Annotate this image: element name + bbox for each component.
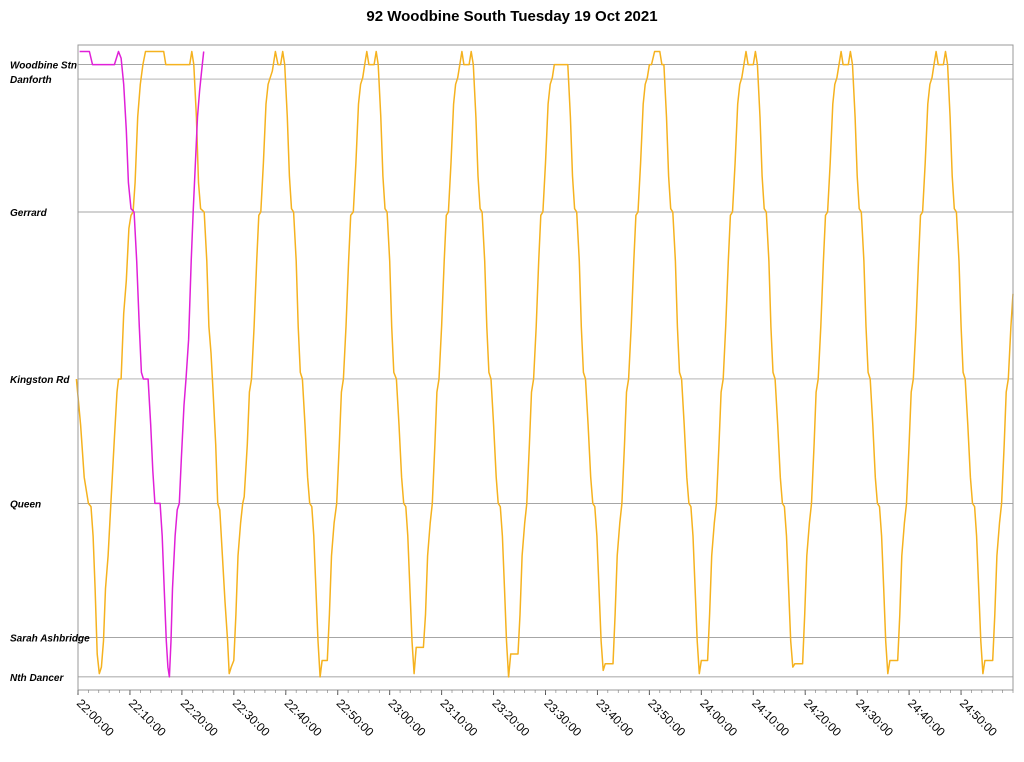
stop-label: Woodbine Stn	[10, 61, 77, 72]
grid-layer	[78, 64, 1013, 678]
stop-label: Queen	[10, 499, 41, 510]
x-tick-label: 23:40:00	[593, 696, 636, 739]
series-line-1	[79, 50, 205, 678]
x-tick-label: 24:40:00	[905, 696, 948, 739]
x-tick-label: 23:30:00	[541, 696, 584, 739]
series-layer	[75, 50, 1014, 678]
x-tick-label: 22:00:00	[74, 696, 117, 739]
x-tick-label: 22:20:00	[178, 696, 221, 739]
x-tick-label: 24:30:00	[853, 696, 896, 739]
x-tick-label: 23:00:00	[386, 696, 429, 739]
stop-label: Gerrard	[10, 208, 48, 219]
x-tick-label: 23:10:00	[437, 696, 480, 739]
axis-layer	[77, 44, 1014, 695]
chart-title: 92 Woodbine South Tuesday 19 Oct 2021	[366, 8, 658, 25]
stop-label: Sarah Ashbridge	[10, 634, 90, 645]
x-tick-label: 22:30:00	[230, 696, 273, 739]
x-tick-label: 22:40:00	[282, 696, 325, 739]
x-tick-label: 23:50:00	[645, 696, 688, 739]
plot-frame	[77, 44, 1014, 691]
series-line-0	[75, 50, 1014, 678]
x-tick-label: 24:50:00	[957, 696, 1000, 739]
x-tick-label: 23:20:00	[489, 696, 532, 739]
stop-label: Nth Dancer	[10, 673, 64, 684]
x-tick-label: 22:10:00	[126, 696, 169, 739]
x-tick-label: 24:10:00	[749, 696, 792, 739]
x-tick-label: 22:50:00	[334, 696, 377, 739]
x-tick-label: 24:00:00	[697, 696, 740, 739]
stop-label: Danforth	[10, 75, 52, 86]
stop-label: Kingston Rd	[10, 375, 70, 386]
x-tick-label: 24:20:00	[801, 696, 844, 739]
